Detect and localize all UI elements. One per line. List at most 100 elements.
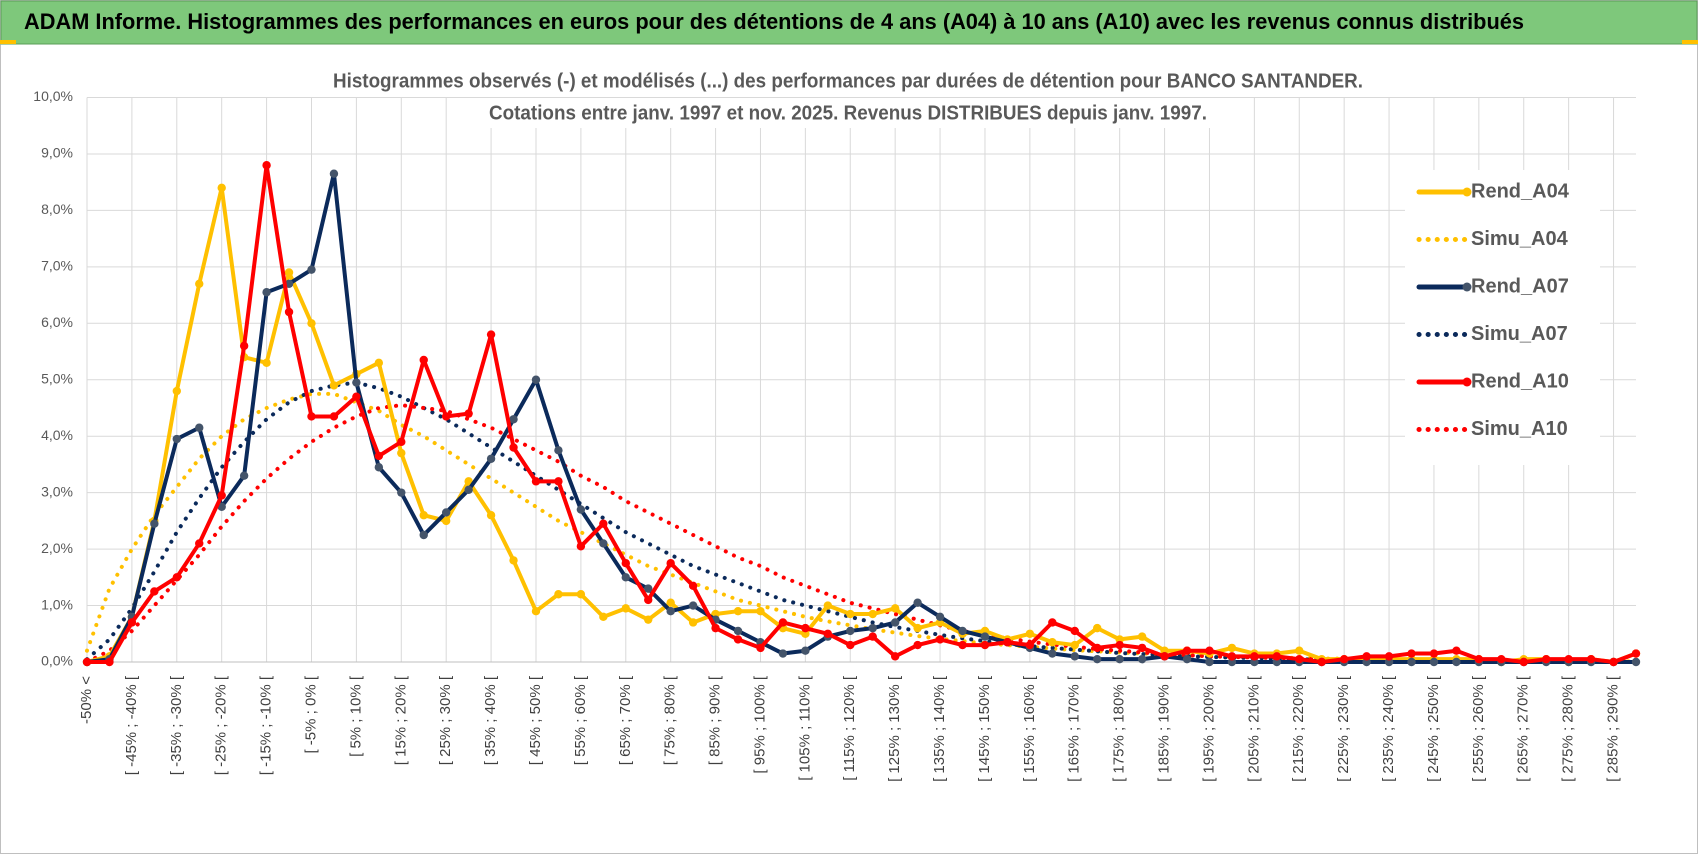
point: [1452, 646, 1461, 655]
point: [195, 279, 204, 288]
point: [801, 646, 810, 655]
x-tick-label: [ 165% ; 170% [: [1066, 675, 1083, 782]
point: [150, 519, 159, 528]
point: [419, 355, 428, 365]
legend-marker: [1462, 187, 1472, 197]
point: [756, 643, 765, 653]
point: [958, 640, 967, 650]
point: [105, 657, 114, 667]
point: [531, 606, 541, 616]
point: [262, 161, 271, 170]
point: [688, 618, 698, 627]
point: [1407, 649, 1416, 658]
point: [262, 288, 271, 297]
point: [1272, 652, 1282, 661]
point: [913, 640, 922, 650]
x-tick-label: [ 185% ; 190% [: [1156, 675, 1173, 782]
legend-label: Rend_A07: [1471, 275, 1569, 297]
point: [464, 477, 473, 486]
y-tick-label: 8,0%: [41, 201, 73, 217]
point: [509, 415, 518, 424]
point: [307, 265, 316, 274]
x-tick-label: [ 75% ; 80% [: [662, 675, 679, 765]
y-tick-label: 0,0%: [41, 653, 73, 669]
point: [980, 632, 990, 641]
x-tick-label: [ -5% ; 0% [: [302, 675, 319, 753]
legend-label: Simu_A10: [1471, 418, 1568, 440]
point: [890, 618, 900, 627]
point: [733, 606, 743, 616]
point: [868, 609, 877, 619]
x-tick-label: -50% <: [78, 676, 95, 724]
point: [1048, 649, 1057, 658]
point: [778, 618, 788, 627]
point: [554, 590, 563, 599]
x-tick-label: [ 275% ; 280% [: [1560, 675, 1577, 782]
point: [554, 446, 563, 455]
point: [172, 386, 181, 396]
x-tick-label: [ 205% ; 210% [: [1245, 675, 1262, 782]
point: [150, 587, 159, 596]
point: [464, 409, 473, 418]
point: [1137, 654, 1147, 664]
point: [890, 652, 900, 661]
x-tick-label: [ 155% ; 160% [: [1021, 675, 1038, 782]
point: [239, 341, 249, 351]
point: [441, 508, 451, 517]
point: [397, 448, 406, 458]
point: [913, 598, 922, 607]
point: [374, 451, 384, 461]
point: [1070, 652, 1079, 661]
point: [1586, 654, 1596, 664]
point: [195, 539, 204, 548]
y-tick-label: 4,0%: [41, 427, 73, 443]
observed-line: [85, 185, 1638, 664]
point: [644, 584, 653, 593]
point: [868, 632, 877, 641]
x-tick-label: [ 85% ; 90% [: [707, 675, 724, 765]
point: [688, 601, 698, 610]
x-tick-label: [ 95% ; 100% [: [751, 675, 768, 773]
title-bg: [480, 98, 1220, 128]
point: [1205, 657, 1214, 667]
point: [1003, 638, 1012, 647]
legend-label: Rend_A10: [1471, 370, 1569, 392]
point: [1407, 657, 1416, 667]
model-line: [85, 391, 1638, 664]
point: [846, 640, 855, 650]
point: [621, 604, 630, 613]
point: [1093, 623, 1102, 633]
point: [823, 629, 833, 638]
point: [666, 606, 675, 616]
point: [935, 612, 945, 622]
point: [644, 595, 653, 605]
point: [599, 612, 608, 622]
point: [599, 539, 608, 548]
point: [621, 559, 630, 568]
point: [486, 330, 496, 339]
point: [531, 375, 541, 384]
point: [441, 412, 451, 421]
x-tick-label: [ -45% ; -40% [: [123, 675, 140, 775]
chart-subtitle: Cotations entre janv. 1997 et nov. 2025.…: [489, 102, 1207, 124]
legend-label: Rend_A04: [1471, 180, 1570, 202]
point: [644, 615, 653, 624]
point: [1429, 649, 1439, 658]
point: [172, 573, 181, 582]
point: [1384, 652, 1394, 661]
point: [846, 626, 855, 636]
point: [307, 319, 316, 328]
point: [1025, 640, 1035, 650]
point: [1182, 646, 1192, 655]
point: [1070, 640, 1079, 650]
point: [666, 559, 675, 568]
point: [1542, 654, 1551, 664]
point: [1362, 652, 1371, 661]
x-tick-label: [ 195% ; 200% [: [1200, 675, 1217, 782]
point: [688, 581, 698, 590]
point: [1048, 618, 1057, 627]
x-tick-label: [ -25% ; -20% [: [213, 675, 230, 775]
point: [846, 609, 855, 619]
point: [239, 471, 249, 480]
